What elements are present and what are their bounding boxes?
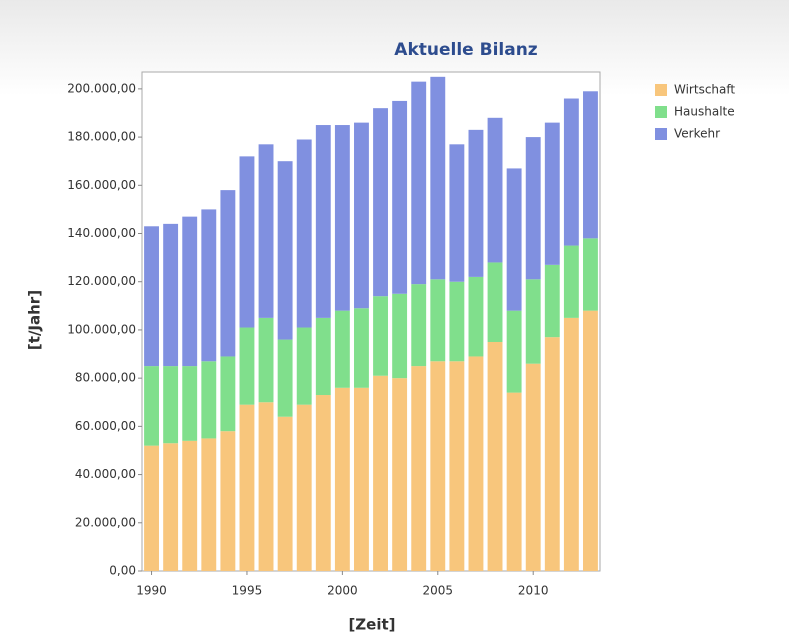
bar-segment xyxy=(277,416,293,571)
y-tick-label: 80.000,00 xyxy=(75,371,136,385)
bar-segment xyxy=(563,98,579,246)
x-axis-label: [Zeit] xyxy=(348,616,395,634)
chart-title: Aktuelle Bilanz xyxy=(394,40,538,60)
legend-label: Haushalte xyxy=(674,105,735,119)
bar-segment xyxy=(373,108,388,297)
bar-segment xyxy=(430,361,446,571)
bar-segment xyxy=(315,317,331,396)
bar-segment xyxy=(182,440,198,571)
bar-segment xyxy=(182,366,198,441)
bar-segment xyxy=(544,264,560,338)
bar-segment xyxy=(239,404,255,571)
y-tick-label: 140.000,00 xyxy=(67,226,136,240)
y-tick-label: 160.000,00 xyxy=(67,178,136,192)
bar-segment xyxy=(392,378,408,571)
bar-segment xyxy=(525,363,541,571)
bar-segment xyxy=(201,209,217,362)
bar-segment xyxy=(163,223,179,367)
bar-segment xyxy=(506,168,522,311)
bar-segment xyxy=(563,245,579,318)
bar-segment xyxy=(239,327,255,405)
bar-segment xyxy=(583,238,598,311)
bar-segment xyxy=(163,443,179,571)
bar-segment xyxy=(296,327,312,405)
y-tick-label: 200.000,00 xyxy=(67,81,136,95)
bar-segment xyxy=(354,387,369,571)
bar-segment xyxy=(315,125,331,318)
y-tick-label: 60.000,00 xyxy=(75,419,136,433)
bar-segment xyxy=(563,317,579,571)
legend-swatch xyxy=(655,128,667,140)
y-tick-label: 120.000,00 xyxy=(67,274,136,288)
bar-segment xyxy=(258,317,274,403)
bar-segment xyxy=(144,226,159,367)
plot-area xyxy=(141,71,601,572)
bar-segment xyxy=(220,190,236,357)
bar-segment xyxy=(354,308,369,388)
bar-segment xyxy=(525,137,541,280)
bar-segment xyxy=(506,392,522,571)
x-tick-label: 2005 xyxy=(423,584,454,598)
bar-segment xyxy=(373,296,388,376)
bar-segment xyxy=(220,431,236,571)
bar-segment xyxy=(239,156,255,328)
bar-segment xyxy=(258,144,274,318)
bar-segment xyxy=(544,337,560,571)
bar-segment xyxy=(487,117,503,263)
bar-segment xyxy=(315,395,331,571)
bar-segment xyxy=(487,262,503,342)
bar-segment xyxy=(430,76,446,280)
bar-segment xyxy=(449,281,465,362)
bar-segment xyxy=(449,361,465,571)
bar-segment xyxy=(163,366,179,444)
y-axis-label: [t/Jahr] xyxy=(26,290,44,350)
bar-segment xyxy=(334,310,350,388)
bar-segment xyxy=(277,161,293,340)
y-tick-label: 180.000,00 xyxy=(67,130,136,144)
x-tick-label: 1995 xyxy=(232,584,263,598)
bar-segment xyxy=(392,100,408,294)
bar-segment xyxy=(182,216,198,367)
x-tick-label: 2000 xyxy=(327,584,358,598)
bar-segment xyxy=(201,438,217,571)
bar-segment xyxy=(354,122,369,309)
bar-segment xyxy=(334,387,350,571)
x-tick-label: 2010 xyxy=(518,584,549,598)
bar-segment xyxy=(411,284,427,367)
bar-segment xyxy=(430,279,446,362)
bar-segment xyxy=(583,91,598,239)
bar-segment xyxy=(220,356,236,432)
legend-label: Verkehr xyxy=(674,127,720,141)
bar-segment xyxy=(201,361,217,439)
y-tick-label: 40.000,00 xyxy=(75,467,136,481)
bar-segment xyxy=(144,445,159,571)
bar-segment xyxy=(468,129,484,277)
bar-segment xyxy=(392,293,408,379)
bar-segment xyxy=(296,404,312,571)
x-tick-label: 1990 xyxy=(136,584,167,598)
bar-segment xyxy=(525,279,541,364)
bar-segment xyxy=(583,310,598,571)
bar-segment xyxy=(468,356,484,571)
legend-swatch xyxy=(655,84,667,96)
bar-segment xyxy=(373,375,388,571)
bar-segment xyxy=(258,402,274,571)
bar-segment xyxy=(544,122,560,265)
bar-segment xyxy=(411,366,427,571)
legend-swatch xyxy=(655,106,667,118)
bar-segment xyxy=(411,81,427,285)
bar-segment xyxy=(334,125,350,311)
legend-label: Wirtschaft xyxy=(674,83,735,97)
bar-segment xyxy=(296,139,312,328)
y-tick-label: 0,00 xyxy=(109,564,136,578)
bar-segment xyxy=(506,310,522,393)
bar-segment xyxy=(144,366,159,446)
y-tick-label: 100.000,00 xyxy=(67,322,136,336)
bar-segment xyxy=(277,339,293,417)
bar-segment xyxy=(468,276,484,357)
bar-segment xyxy=(487,341,503,571)
y-tick-label: 20.000,00 xyxy=(75,515,136,529)
bar-segment xyxy=(449,144,465,282)
